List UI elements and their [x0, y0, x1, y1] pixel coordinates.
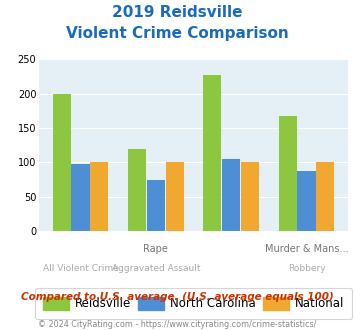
Text: Aggravated Assault: Aggravated Assault — [111, 264, 200, 273]
Bar — [279, 116, 297, 231]
Text: © 2024 CityRating.com - https://www.cityrating.com/crime-statistics/: © 2024 CityRating.com - https://www.city… — [38, 320, 317, 329]
Bar — [316, 162, 334, 231]
Bar — [128, 148, 146, 231]
Text: All Violent Crime: All Violent Crime — [43, 264, 118, 273]
Bar — [147, 180, 165, 231]
Bar — [241, 162, 259, 231]
Text: 2019 Reidsville: 2019 Reidsville — [112, 5, 243, 20]
Bar — [53, 94, 71, 231]
Legend: Reidsville, North Carolina, National: Reidsville, North Carolina, National — [35, 288, 352, 319]
Bar — [165, 162, 184, 231]
Text: Rape: Rape — [143, 244, 168, 254]
Text: Violent Crime Comparison: Violent Crime Comparison — [66, 26, 289, 41]
Text: Robbery: Robbery — [288, 264, 325, 273]
Bar — [90, 162, 108, 231]
Bar — [203, 75, 222, 231]
Bar — [222, 159, 240, 231]
Bar — [297, 171, 316, 231]
Text: Compared to U.S. average. (U.S. average equals 100): Compared to U.S. average. (U.S. average … — [21, 292, 334, 302]
Bar — [71, 164, 89, 231]
Text: Murder & Mans...: Murder & Mans... — [265, 244, 348, 254]
